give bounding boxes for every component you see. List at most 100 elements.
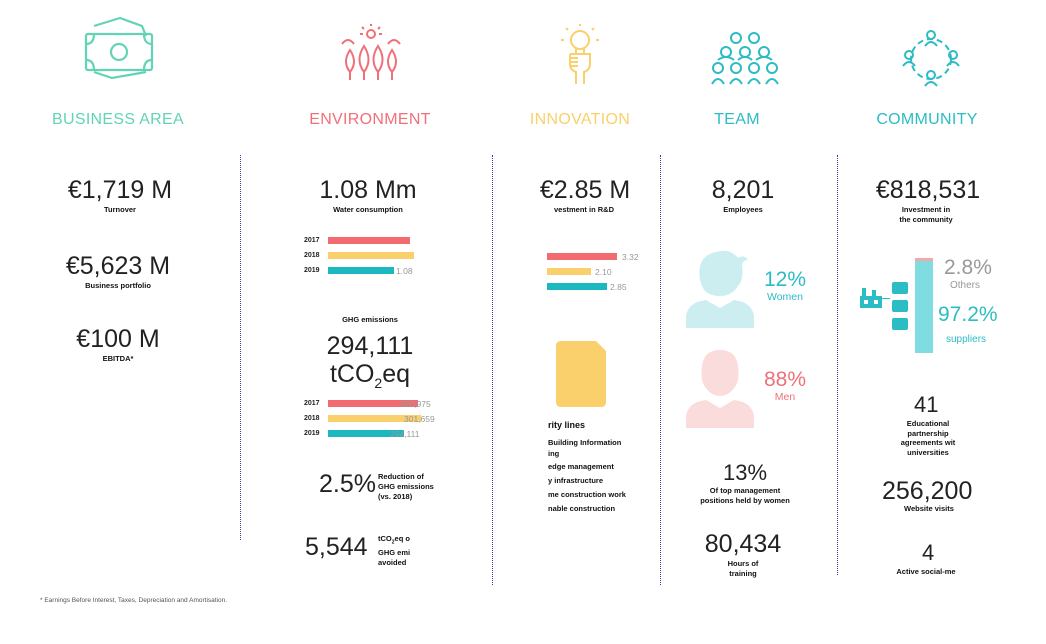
suppliers-value: 97.2% bbox=[938, 303, 998, 326]
others-value: 2.8% bbox=[944, 256, 992, 279]
employees-value: 8,201 bbox=[711, 176, 775, 204]
reduction-label: Reduction of GHG emissions (vs. 2018) bbox=[378, 472, 434, 502]
agreements-label-1: Educational bbox=[906, 419, 950, 428]
team-heading: TEAM bbox=[714, 111, 760, 128]
others-label: Others bbox=[950, 280, 981, 291]
others-fill bbox=[915, 258, 933, 261]
community-investment-value: €818,531 bbox=[875, 176, 981, 204]
portfolio-stat: €5,623 M Business portfolio bbox=[38, 252, 198, 291]
building-icon bbox=[892, 318, 908, 330]
water-year-2019: 2019 bbox=[304, 267, 320, 274]
man-icon bbox=[686, 350, 754, 428]
trees-icon bbox=[341, 24, 401, 80]
community-heading: COMMUNITY bbox=[876, 111, 978, 128]
priority-item-2: ing bbox=[548, 449, 560, 458]
training-stat: 80,434 Hours of training bbox=[670, 530, 816, 579]
water-stat: 1.08 Mm Water consumption bbox=[288, 176, 448, 215]
ghg-year-2017: 2017 bbox=[304, 400, 320, 407]
rd-bar-3 bbox=[547, 283, 607, 290]
ghg-year-2018: 2018 bbox=[304, 415, 320, 422]
connector-line bbox=[882, 298, 890, 299]
divider-3 bbox=[660, 155, 661, 585]
avoided-value: 5,544 bbox=[305, 533, 368, 561]
people-group-icon bbox=[711, 32, 779, 85]
water-label: Water consumption bbox=[333, 205, 403, 214]
reduction-value: 2.5% bbox=[319, 470, 376, 498]
ghg-year-2019: 2019 bbox=[304, 430, 320, 437]
priority-lines: rity lines Building Information ing edge… bbox=[548, 418, 638, 528]
visits-label: Website visits bbox=[904, 504, 954, 513]
footnote: * Earnings Before Interest, Taxes, Depre… bbox=[40, 597, 228, 604]
employees-label: Employees bbox=[723, 205, 763, 214]
rd-bar-1 bbox=[547, 253, 617, 260]
ghg-unit-sub: 2 bbox=[374, 375, 383, 391]
rd-value-1: 3.32 bbox=[622, 252, 639, 262]
social-value: 4 bbox=[922, 540, 935, 565]
agreements-value: 41 bbox=[914, 392, 939, 417]
innovation-heading: INNOVATION bbox=[529, 111, 631, 128]
ghg-chart: 2017 300,975 2018 301,659 2019 294,111 bbox=[304, 399, 484, 443]
avoided-label-1: GHG emi bbox=[378, 547, 411, 557]
priority-item-4: y infrastructure bbox=[548, 476, 604, 485]
training-value: 80,434 bbox=[704, 530, 782, 558]
agreements-label-3: agreements wit bbox=[900, 438, 956, 447]
water-bar-2017 bbox=[328, 237, 410, 244]
visits-value: 256,200 bbox=[882, 477, 973, 505]
water-bar-2019 bbox=[328, 267, 394, 274]
suppliers-label: suppliers bbox=[946, 334, 987, 345]
women-stat: 12% Women bbox=[755, 268, 815, 303]
buildings-group bbox=[890, 282, 912, 334]
avoided-unit-prefix: tCO bbox=[378, 534, 392, 543]
reduction-label-1: Reduction of bbox=[378, 472, 424, 481]
avoided-label-2: avoided bbox=[378, 557, 407, 567]
training-label-2: training bbox=[729, 569, 757, 578]
management-label-1: Of top management bbox=[709, 486, 781, 495]
rd-value: €2.85 M bbox=[539, 176, 631, 204]
ebitda-label: EBITDA* bbox=[102, 354, 134, 363]
employees-stat: 8,201 Employees bbox=[670, 176, 816, 215]
women-label: Women bbox=[767, 291, 803, 303]
people-circle-icon bbox=[902, 30, 960, 87]
turnover-value: €1,719 M bbox=[67, 176, 173, 204]
rd-value-2: 2.10 bbox=[595, 267, 612, 277]
woman-icon bbox=[686, 250, 754, 328]
rd-label: vestment in R&D bbox=[553, 205, 614, 214]
community-investment-label: Investment in the community bbox=[895, 205, 957, 225]
avoided-unit-sub: 2 bbox=[391, 539, 395, 546]
ghg-bar-2019 bbox=[328, 430, 404, 437]
ghg-value-2018: 301,659 bbox=[404, 414, 435, 424]
women-value: 12% bbox=[763, 268, 807, 291]
ghg-title: GHG emissions bbox=[342, 315, 398, 324]
ebitda-stat: €100 M EBITDA* bbox=[38, 325, 198, 364]
rd-chart: 3.32 2.10 2.85 bbox=[547, 252, 657, 294]
management-value: 13% bbox=[722, 460, 768, 485]
priority-item-5: me construction work bbox=[548, 490, 626, 499]
management-label-2: positions held by women bbox=[700, 496, 790, 505]
community-investment-label-1: Investment in bbox=[901, 205, 951, 214]
management-stat: 13% Of top management positions held by … bbox=[672, 460, 818, 506]
ghg-unit-suffix: eq bbox=[382, 360, 411, 388]
water-year-2017: 2017 bbox=[304, 237, 320, 244]
ghg-bar-2018 bbox=[328, 415, 421, 422]
document-icon bbox=[556, 341, 606, 407]
priority-title: rity lines bbox=[548, 420, 586, 430]
rd-stat: €2.85 M bbox=[530, 176, 640, 205]
divider-1 bbox=[240, 155, 241, 540]
agreements-label: Educational partnership agreements wit u… bbox=[898, 419, 958, 457]
reduction-label-2: GHG emissions bbox=[378, 482, 434, 491]
priority-item-6: nable construction bbox=[548, 504, 616, 513]
building-icon bbox=[892, 282, 908, 294]
water-value-2019: 1.08 bbox=[396, 266, 413, 276]
reduction-label-3: (vs. 2018) bbox=[378, 492, 413, 501]
factory-icon bbox=[860, 288, 882, 308]
agreements-label-4: universities bbox=[907, 447, 949, 457]
divider-2 bbox=[492, 155, 493, 585]
water-year-2018: 2018 bbox=[304, 252, 320, 259]
avoided-unit-suffix: eq o bbox=[394, 534, 410, 543]
community-investment-stat: €818,531 bbox=[858, 176, 998, 205]
ghg-unit-prefix: tCO bbox=[329, 360, 375, 388]
turnover-label: Turnover bbox=[104, 205, 136, 214]
water-chart: 2017 2018 2019 1.08 bbox=[304, 236, 484, 280]
building-icon bbox=[892, 300, 908, 312]
water-value: 1.08 Mm bbox=[319, 176, 417, 204]
